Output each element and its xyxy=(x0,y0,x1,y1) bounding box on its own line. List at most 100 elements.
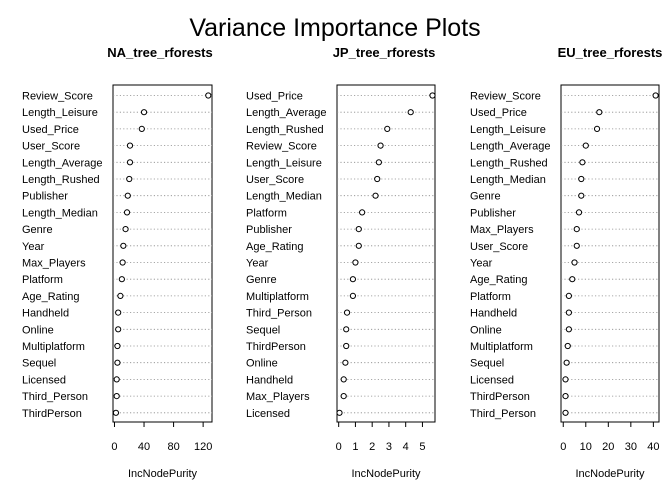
x-tick-label: 0 xyxy=(560,441,566,453)
x-axis-title: IncNodePurity xyxy=(128,468,198,480)
importance-point xyxy=(575,209,583,216)
variable-label: Review_Score xyxy=(470,91,541,103)
variable-label: Platform xyxy=(22,274,63,286)
variable-label: Handheld xyxy=(246,374,293,386)
importance-point xyxy=(578,175,585,183)
variable-label: Used_Price xyxy=(470,107,527,119)
plot-frame xyxy=(560,84,660,423)
x-tick-label: 5 xyxy=(419,441,425,453)
importance-point xyxy=(564,342,571,350)
importance-point xyxy=(126,142,134,149)
variable-label: Length_Median xyxy=(22,207,98,219)
variable-label: Max_Players xyxy=(470,224,534,236)
variable-label: ThirdPerson xyxy=(22,408,82,420)
importance-point xyxy=(126,159,134,166)
x-tick-label: 20 xyxy=(602,441,614,453)
importance-point xyxy=(352,259,359,266)
variable-label: Sequel xyxy=(470,358,504,370)
importance-point xyxy=(342,359,349,366)
variable-label: Third_Person xyxy=(22,391,88,403)
panel-title: JP_tree_rforests xyxy=(333,45,436,60)
importance-point xyxy=(126,175,133,183)
variable-label: Online xyxy=(246,358,278,370)
variable-label: Multiplatform xyxy=(470,341,533,353)
importance-point xyxy=(115,309,122,316)
importance-point xyxy=(579,159,586,166)
importance-point xyxy=(571,259,578,266)
variable-label: ThirdPerson xyxy=(470,391,530,403)
variable-label: Publisher xyxy=(470,207,516,219)
variable-label: Length_Leisure xyxy=(246,157,322,169)
importance-point xyxy=(117,292,124,299)
variable-label: Length_Median xyxy=(246,191,322,203)
importance-point xyxy=(565,292,572,299)
variable-label: Third_Person xyxy=(470,408,536,420)
importance-point xyxy=(118,276,125,283)
variable-label: Genre xyxy=(246,274,277,286)
variable-label: Sequel xyxy=(22,358,56,370)
x-axis-title: IncNodePurity xyxy=(575,468,645,480)
x-tick-label: 0 xyxy=(336,441,342,453)
variable-label: Handheld xyxy=(470,308,517,320)
figure-title: Variance Importance Plots xyxy=(189,14,480,42)
importance-point xyxy=(113,376,120,383)
x-tick-label: 120 xyxy=(194,441,212,453)
importance-point xyxy=(565,309,572,316)
x-axis-title: IncNodePurity xyxy=(351,468,421,480)
importance-point xyxy=(593,125,601,132)
panel-na: NA_tree_rforests Review_Score Length_Leisu… xyxy=(22,45,213,480)
importance-point xyxy=(112,409,120,416)
panel-title: EU_tree_rforests xyxy=(558,45,663,60)
variable-label: Length_Median xyxy=(470,174,546,186)
importance-point xyxy=(355,242,362,249)
variable-label: Used_Price xyxy=(246,91,303,103)
variable-label: Genre xyxy=(470,191,501,203)
variable-label: Licensed xyxy=(246,408,290,420)
importance-point xyxy=(124,192,131,199)
variable-label: Review_Score xyxy=(22,91,93,103)
variable-label: ThirdPerson xyxy=(246,341,306,353)
importance-point xyxy=(565,326,572,333)
importance-point xyxy=(372,192,379,199)
variable-label: Used_Price xyxy=(22,124,79,136)
variable-label: Genre xyxy=(22,224,53,236)
panel-title: NA_tree_rforests xyxy=(107,45,213,60)
variable-label: Online xyxy=(22,324,54,336)
variable-label: Year xyxy=(246,258,269,270)
variable-label: Multiplatform xyxy=(22,341,85,353)
importance-point xyxy=(562,409,569,416)
variable-label: Handheld xyxy=(22,308,69,320)
importance-point xyxy=(374,175,381,183)
x-tick-label: 40 xyxy=(138,441,150,453)
importance-point xyxy=(596,109,603,116)
variable-label: Age_Rating xyxy=(246,241,304,253)
variable-label: Licensed xyxy=(22,374,66,386)
variable-label: Age_Rating xyxy=(470,274,528,286)
variable-label: Length_Rushed xyxy=(22,174,100,186)
variable-label: Max_Players xyxy=(246,391,310,403)
variable-label: Length_Average xyxy=(470,141,551,153)
x-tick-label: 40 xyxy=(647,441,659,453)
variable-label: Third_Person xyxy=(246,308,312,320)
importance-point xyxy=(562,376,569,383)
variable-label: Platform xyxy=(246,207,287,219)
variable-label: User_Score xyxy=(22,141,80,153)
panel-eu: EU_tree_rforests Review_Score Used_Price Le… xyxy=(470,45,662,480)
importance-point xyxy=(205,92,212,99)
variable-label: Length_Rushed xyxy=(246,124,324,136)
x-tick-label: 2 xyxy=(369,441,375,453)
importance-point xyxy=(119,259,126,266)
variable-label: User_Score xyxy=(470,241,528,253)
variable-label: Year xyxy=(22,241,45,253)
importance-point xyxy=(343,342,350,350)
importance-point xyxy=(573,226,580,233)
importance-point xyxy=(407,109,414,116)
x-tick-label: 80 xyxy=(167,441,179,453)
importance-point xyxy=(582,142,589,149)
importance-point xyxy=(349,292,357,299)
x-tick-label: 0 xyxy=(111,441,117,453)
importance-point xyxy=(573,242,580,249)
variable-label: Length_Leisure xyxy=(22,107,98,119)
importance-point xyxy=(569,276,576,283)
x-tick-label: 30 xyxy=(625,441,637,453)
